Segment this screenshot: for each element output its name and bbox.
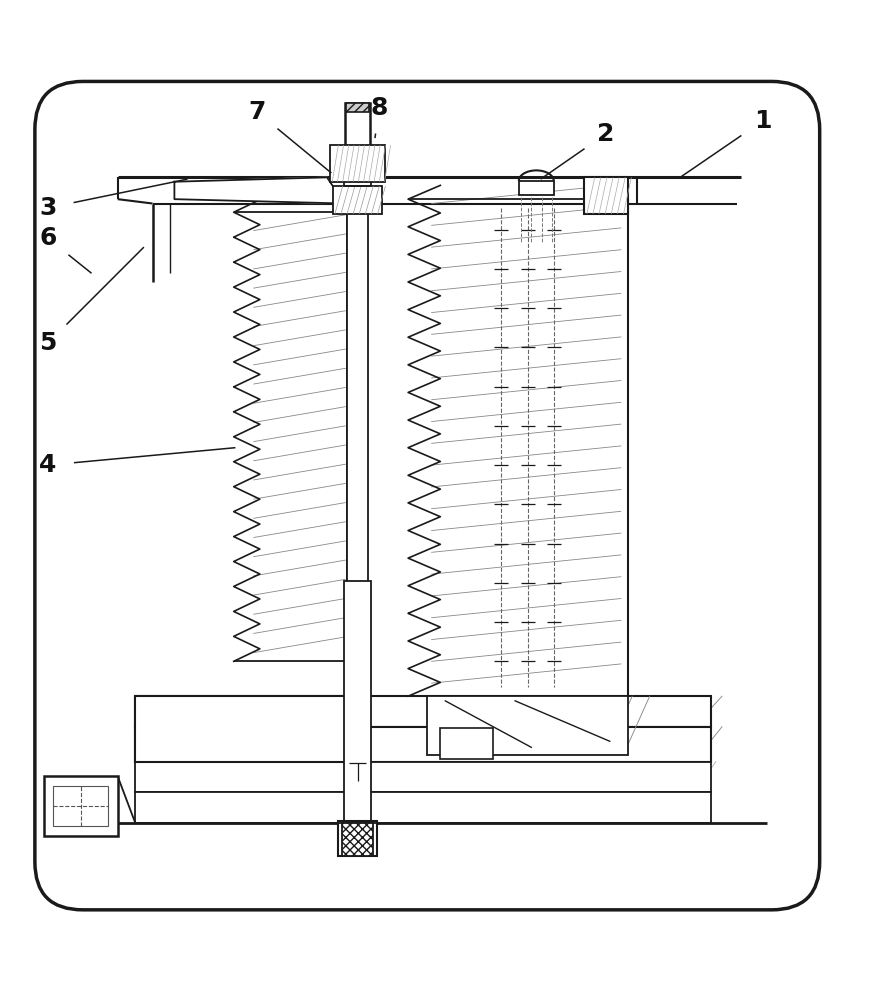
Bar <box>53 786 108 826</box>
Bar <box>519 181 554 195</box>
Text: 7: 7 <box>249 100 266 124</box>
Text: 5: 5 <box>39 331 57 355</box>
Text: 4: 4 <box>39 453 57 477</box>
Bar <box>347 208 368 666</box>
Bar <box>440 728 493 759</box>
Text: 8: 8 <box>371 96 388 120</box>
Bar <box>44 776 118 836</box>
Bar <box>135 792 711 823</box>
Text: 3: 3 <box>39 196 57 220</box>
FancyBboxPatch shape <box>35 81 820 910</box>
Polygon shape <box>174 177 344 204</box>
Text: 1: 1 <box>754 109 772 133</box>
Bar <box>333 186 382 214</box>
Text: 2: 2 <box>597 122 615 146</box>
Bar <box>344 581 371 825</box>
Bar <box>345 103 370 177</box>
Bar <box>135 762 711 792</box>
Bar <box>135 727 711 762</box>
Bar <box>338 821 377 856</box>
Bar <box>584 177 628 214</box>
Bar <box>330 145 385 182</box>
Bar <box>346 103 369 112</box>
Text: 6: 6 <box>39 226 57 250</box>
Bar <box>427 696 628 755</box>
Bar <box>342 823 373 856</box>
Bar <box>135 696 349 762</box>
Bar <box>135 696 711 727</box>
